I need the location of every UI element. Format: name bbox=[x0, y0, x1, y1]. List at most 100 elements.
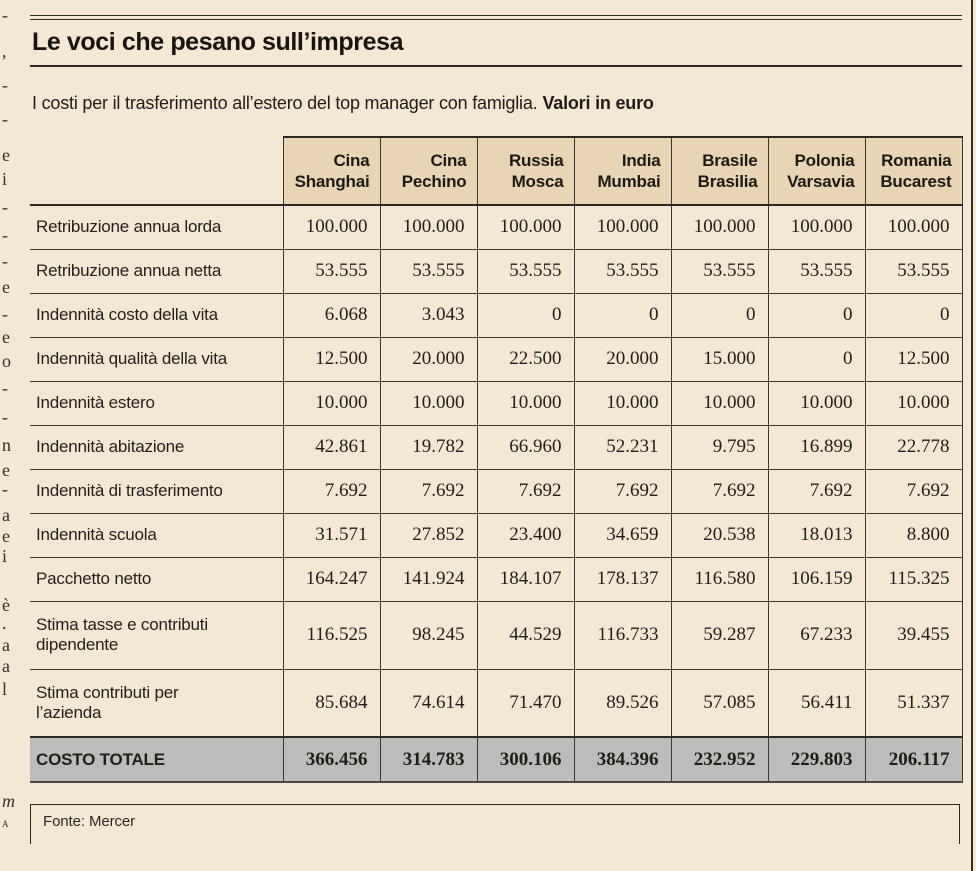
value-cell: 44.529 bbox=[476, 600, 575, 670]
cost-table: Cina Shanghai Cina Pechino Russia Mosca … bbox=[30, 136, 963, 783]
edge-text-fragment: a bbox=[2, 505, 10, 525]
value-cell: 10.000 bbox=[864, 380, 963, 426]
edge-text-fragment: e bbox=[2, 145, 10, 165]
edge-text-fragment: - bbox=[2, 378, 8, 398]
value-cell: 10.000 bbox=[282, 380, 381, 426]
value-cell: 116.733 bbox=[573, 600, 672, 670]
edge-text-fragment: e bbox=[2, 460, 10, 480]
edge-text-fragment: l bbox=[2, 679, 8, 699]
edge-text-fragment: - bbox=[2, 479, 8, 499]
row-label: Retribuzione annua lorda bbox=[30, 205, 283, 250]
value-cell: 53.555 bbox=[476, 248, 575, 294]
value-cell: 89.526 bbox=[573, 668, 672, 738]
table-row: Indennità estero 10.000 10.000 10.000 10… bbox=[30, 380, 963, 426]
value-cell: 20.538 bbox=[670, 512, 769, 558]
row-label: Indennità di trasferimento bbox=[30, 469, 283, 514]
value-cell: 115.325 bbox=[864, 556, 963, 602]
value-cell: 100.000 bbox=[767, 204, 866, 250]
edge-text-fragment: e bbox=[2, 327, 10, 347]
value-cell: 100.000 bbox=[476, 204, 575, 250]
table-row: Indennità costo della vita 6.068 3.043 0… bbox=[30, 292, 963, 338]
value-cell: 10.000 bbox=[379, 380, 478, 426]
value-cell: 56.411 bbox=[767, 668, 866, 738]
edge-text-fragment: , bbox=[2, 41, 7, 61]
row-label: Indennità abitazione bbox=[30, 425, 283, 470]
column-header: India Mumbai bbox=[573, 136, 672, 206]
value-cell: 9.795 bbox=[670, 424, 769, 470]
value-cell: 100.000 bbox=[864, 204, 963, 250]
value-cell: 52.231 bbox=[573, 424, 672, 470]
value-cell: 0 bbox=[767, 336, 866, 382]
value-cell: 74.614 bbox=[379, 668, 478, 738]
value-cell: 18.013 bbox=[767, 512, 866, 558]
top-rule bbox=[30, 15, 962, 20]
value-cell: 100.000 bbox=[670, 204, 769, 250]
edge-text-fragment: - bbox=[2, 109, 8, 129]
edge-text-fragment: e bbox=[2, 277, 10, 297]
value-cell: 27.852 bbox=[379, 512, 478, 558]
value-cell: 141.924 bbox=[379, 556, 478, 602]
value-cell: 116.525 bbox=[282, 600, 381, 670]
source-label: Fonte: Mercer bbox=[43, 813, 136, 830]
table-row: Stima contributi per l’azienda 85.684 74… bbox=[30, 668, 963, 738]
edge-text-fragment: i bbox=[2, 546, 8, 566]
value-cell: 10.000 bbox=[573, 380, 672, 426]
edge-text-fragment: - bbox=[2, 407, 8, 427]
edge-text-fragment: - bbox=[2, 75, 8, 95]
value-cell: 85.684 bbox=[282, 668, 381, 738]
row-label: Indennità estero bbox=[30, 381, 283, 426]
edge-text-fragment: a bbox=[2, 635, 10, 655]
edge-text-fragment: n bbox=[2, 435, 11, 455]
row-label: Pacchetto netto bbox=[30, 557, 283, 602]
column-header: Romania Bucarest bbox=[864, 136, 963, 206]
value-cell: 22.778 bbox=[864, 424, 963, 470]
value-cell: 16.899 bbox=[767, 424, 866, 470]
value-cell: 20.000 bbox=[573, 336, 672, 382]
value-cell: 8.800 bbox=[864, 512, 963, 558]
edge-text-fragment: o bbox=[2, 351, 11, 371]
table-row: Indennità di trasferimento 7.692 7.692 7… bbox=[30, 468, 963, 514]
table-row: Retribuzione annua lorda 100.000 100.000… bbox=[30, 204, 963, 250]
row-label: Indennità costo della vita bbox=[30, 293, 283, 338]
total-value-cell: 384.396 bbox=[573, 736, 672, 783]
total-value-cell: 229.803 bbox=[767, 736, 866, 783]
value-cell: 7.692 bbox=[282, 468, 381, 514]
article-content: Le voci che pesano sull’impresa I costi … bbox=[30, 0, 963, 844]
value-cell: 10.000 bbox=[767, 380, 866, 426]
edge-text-fragment: e bbox=[2, 526, 10, 546]
value-cell: 0 bbox=[476, 292, 575, 338]
edge-text-fragment: - bbox=[2, 304, 8, 324]
column-header: Russia Mosca bbox=[476, 136, 575, 206]
column-header: Cina Pechino bbox=[379, 136, 478, 206]
value-cell: 178.137 bbox=[573, 556, 672, 602]
value-cell: 59.287 bbox=[670, 600, 769, 670]
title-underline bbox=[30, 65, 962, 67]
column-rule bbox=[971, 0, 973, 871]
value-cell: 57.085 bbox=[670, 668, 769, 738]
table-body: Retribuzione annua lorda 100.000 100.000… bbox=[30, 204, 963, 783]
table-row: Stima tasse e contributi dipendente 116.… bbox=[30, 600, 963, 670]
edge-text-fragment: m bbox=[2, 791, 15, 811]
edge-text-fragment: è bbox=[2, 595, 10, 615]
value-cell: 7.692 bbox=[573, 468, 672, 514]
source-box: Fonte: Mercer bbox=[30, 804, 960, 844]
row-label: Indennità qualità della vita bbox=[30, 337, 283, 382]
value-cell: 116.580 bbox=[670, 556, 769, 602]
value-cell: 6.068 bbox=[282, 292, 381, 338]
value-cell: 10.000 bbox=[476, 380, 575, 426]
total-value-cell: 366.456 bbox=[282, 736, 381, 783]
total-row-label: COSTO TOTALE bbox=[30, 736, 283, 783]
value-cell: 0 bbox=[864, 292, 963, 338]
value-cell: 0 bbox=[573, 292, 672, 338]
value-cell: 0 bbox=[767, 292, 866, 338]
total-value-cell: 300.106 bbox=[476, 736, 575, 783]
edge-text-fragment: - bbox=[2, 5, 8, 25]
table-row: Pacchetto netto 164.247 141.924 184.107 … bbox=[30, 556, 963, 602]
value-cell: 10.000 bbox=[670, 380, 769, 426]
value-cell: 19.782 bbox=[379, 424, 478, 470]
value-cell: 7.692 bbox=[670, 468, 769, 514]
table-row: Retribuzione annua netta 53.555 53.555 5… bbox=[30, 248, 963, 294]
value-cell: 7.692 bbox=[379, 468, 478, 514]
column-header: Cina Shanghai bbox=[282, 136, 381, 206]
